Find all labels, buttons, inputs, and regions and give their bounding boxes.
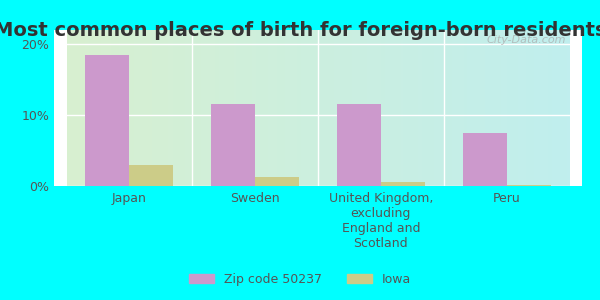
Bar: [211, 104, 255, 186]
Bar: [506, 184, 551, 186]
Bar: [85, 55, 130, 186]
Text: Most common places of birth for foreign-born residents: Most common places of birth for foreign-…: [0, 21, 600, 40]
Bar: [255, 177, 299, 186]
Bar: [381, 182, 425, 186]
Legend: Zip code 50237, Iowa: Zip code 50237, Iowa: [184, 268, 416, 291]
Bar: [337, 104, 381, 186]
Bar: [463, 133, 506, 186]
Text: City-Data.com: City-Data.com: [487, 35, 566, 45]
Bar: [130, 165, 173, 186]
